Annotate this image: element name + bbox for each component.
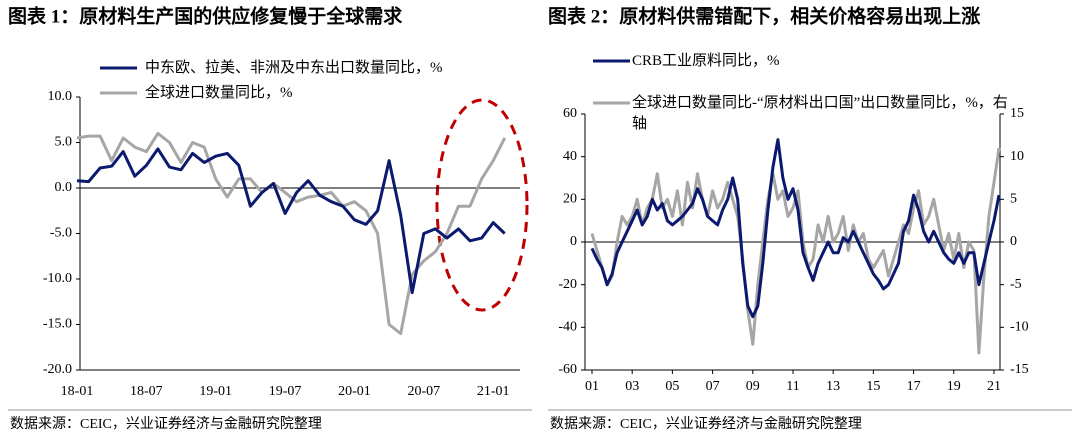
y-tick-label: -5.0 xyxy=(50,226,72,241)
x-tick-label: 15 xyxy=(866,379,880,394)
legend-label: 全球进口数量同比-“原材料出口国”出口数量同比，%，右轴 xyxy=(632,95,1008,132)
x-tick-label: 20-01 xyxy=(338,384,371,399)
x-tick-label: 19-01 xyxy=(199,384,232,399)
x-tick-label: 09 xyxy=(746,379,760,394)
x-tick-label: 13 xyxy=(826,379,840,394)
legend-label: 全球进口数量同比，% xyxy=(145,85,293,101)
legend-label: CRB工业原料同比，% xyxy=(632,53,780,69)
x-tick-label: 11 xyxy=(786,379,799,394)
x-tick-label: 18-07 xyxy=(130,384,163,399)
y-tick-label: 0 xyxy=(570,234,577,249)
y2-tick-label: 5 xyxy=(1010,192,1017,207)
legend-label: 中东欧、拉美、非洲及中东出口数量同比，% xyxy=(145,60,443,76)
source: 数据来源：CEIC，兴业证券经济与金融研究院整理 xyxy=(550,416,862,432)
y-tick-label: -60 xyxy=(558,362,577,377)
chart-title: 图表 1：原材料生产国的供应修复慢于全球需求 xyxy=(8,4,403,27)
highlight-ellipse xyxy=(435,98,529,312)
y2-tick-label: -10 xyxy=(1010,320,1029,335)
y-tick-label: 5.0 xyxy=(55,135,73,150)
x-tick-label: 20-07 xyxy=(407,384,440,399)
series-line xyxy=(590,138,1001,319)
y-tick-label: 10.0 xyxy=(48,89,73,104)
x-tick-label: 17 xyxy=(907,379,921,394)
y-tick-label: -15.0 xyxy=(43,317,72,332)
y-tick-label: -40 xyxy=(558,320,577,335)
x-tick-label: 18-01 xyxy=(61,384,94,399)
y-tick-label: 0.0 xyxy=(55,180,73,195)
y-tick-label: -20.0 xyxy=(43,362,72,377)
x-tick-label: 01 xyxy=(585,379,599,394)
y2-tick-label: 0 xyxy=(1010,234,1017,249)
y2-tick-label: -5 xyxy=(1010,277,1022,292)
y-tick-label: -20 xyxy=(558,277,577,292)
x-tick-label: 21-01 xyxy=(477,384,510,399)
chart-title: 图表 2：原材料供需错配下，相关价格容易出现上涨 xyxy=(548,4,980,27)
x-tick-label: 05 xyxy=(665,379,679,394)
series-line xyxy=(76,131,507,336)
y-tick-label: -10.0 xyxy=(43,271,72,286)
x-tick-label: 03 xyxy=(625,379,639,394)
y-tick-label: 20 xyxy=(563,192,577,207)
x-tick-label: 21 xyxy=(987,379,1001,394)
y2-tick-label: -15 xyxy=(1010,362,1029,377)
series-line xyxy=(590,147,1001,355)
y2-tick-label: 10 xyxy=(1010,149,1024,164)
y-tick-label: 40 xyxy=(563,149,577,164)
source: 数据来源：CEIC，兴业证券经济与金融研究院整理 xyxy=(10,416,322,432)
x-tick-label: 07 xyxy=(706,379,720,394)
x-tick-label: 19 xyxy=(947,379,961,394)
series-line xyxy=(76,147,506,295)
y2-tick-label: 15 xyxy=(1010,106,1024,121)
x-tick-label: 19-07 xyxy=(269,384,302,399)
y-tick-label: 60 xyxy=(563,106,577,121)
